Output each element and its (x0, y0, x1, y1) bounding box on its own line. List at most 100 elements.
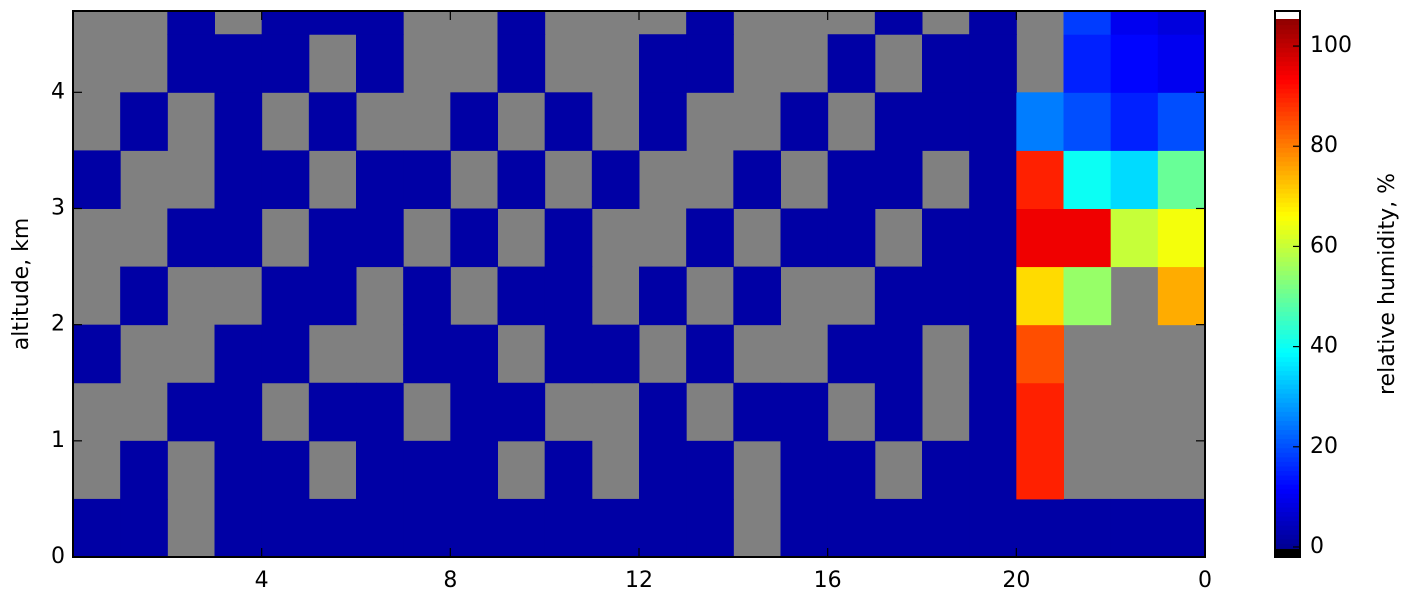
heat-cell (733, 150, 781, 209)
heat-cell (1157, 34, 1206, 93)
colorbar-step (1275, 452, 1300, 458)
heat-cell (827, 498, 876, 558)
heat-cell (686, 11, 734, 35)
heat-cell (1110, 34, 1159, 93)
heat-cell (1063, 34, 1112, 93)
colorbar-step (1275, 352, 1300, 358)
colorbar-tick-label: 100 (1310, 33, 1352, 58)
heat-cell (969, 208, 1017, 268)
colorbar-step (1275, 42, 1300, 48)
colorbar-step (1275, 488, 1300, 494)
colorbar-step (1275, 365, 1300, 371)
heat-cell (874, 324, 923, 384)
x-tick-label: 4 (255, 568, 269, 593)
colorbar-step (1275, 161, 1300, 167)
colorbar-label: relative humidity, % (1375, 173, 1400, 395)
heat-cell (308, 11, 357, 35)
colorbar-step (1275, 420, 1300, 426)
heat-cell (544, 208, 593, 268)
heat-cell (1157, 150, 1206, 209)
heat-cell (733, 382, 781, 442)
colorbar-step (1275, 411, 1300, 417)
heat-cell (827, 150, 876, 209)
heat-cell (874, 382, 923, 442)
heat-cell (1063, 208, 1112, 268)
colorbar-step (1275, 415, 1300, 421)
heat-cell (922, 208, 970, 268)
heat-cell (639, 34, 687, 93)
y-tick-label: 3 (51, 195, 65, 220)
heat-cell (120, 498, 168, 558)
colorbar-step (1275, 534, 1300, 540)
colorbar-step (1275, 279, 1300, 285)
colorbar-step (1275, 211, 1300, 217)
heat-cell (1110, 150, 1159, 209)
colorbar-step (1275, 97, 1300, 103)
colorbar-step (1275, 370, 1300, 376)
colorbar-step (1275, 347, 1300, 353)
colorbar-step (1275, 83, 1300, 89)
colorbar-over (1275, 11, 1300, 19)
heat-cell (780, 498, 829, 558)
x-tick-label: 16 (814, 568, 842, 593)
colorbar-step (1275, 38, 1300, 44)
colorbar-step (1275, 538, 1300, 544)
colorbar-step (1275, 379, 1300, 385)
heat-cell (544, 266, 593, 326)
heat-cell (544, 498, 593, 558)
colorbar-step (1275, 174, 1300, 180)
heat-cell (1016, 382, 1064, 442)
heat-cell (73, 150, 121, 209)
heat-cell (780, 440, 829, 500)
heat-cell (1110, 11, 1159, 35)
colorbar-step (1275, 506, 1300, 512)
colorbar-step (1275, 224, 1300, 230)
colorbar-step (1275, 393, 1300, 399)
heat-cell (1110, 208, 1159, 268)
colorbar-step (1275, 133, 1300, 139)
colorbar-step (1275, 484, 1300, 490)
colorbar-step (1275, 361, 1300, 367)
heat-cell (1016, 324, 1064, 384)
colorbar-step (1275, 334, 1300, 340)
colorbar-step (1275, 256, 1300, 262)
colorbar-step (1275, 525, 1300, 531)
heat-cell (214, 382, 263, 442)
heat-cell (874, 498, 923, 558)
colorbar-step (1275, 102, 1300, 108)
colorbar-step (1275, 233, 1300, 239)
colorbar-step (1275, 493, 1300, 499)
heat-cell (497, 34, 546, 93)
heat-cell (214, 498, 263, 558)
heat-cell (308, 208, 357, 268)
heat-cell (1016, 440, 1064, 500)
colorbar-step (1275, 147, 1300, 153)
x-tick-label: 20 (1002, 568, 1030, 593)
colorbar-step (1275, 297, 1300, 303)
colorbar-step (1275, 443, 1300, 449)
colorbar-step (1275, 425, 1300, 431)
colorbar-step (1275, 302, 1300, 308)
colorbar-step (1275, 466, 1300, 472)
colorbar-step (1275, 47, 1300, 53)
colorbar-step (1275, 402, 1300, 408)
y-tick-label: 2 (51, 312, 65, 337)
colorbar-step (1275, 92, 1300, 98)
heat-cell (780, 382, 829, 442)
heat-cell (591, 324, 640, 384)
y-tick-label: 1 (51, 428, 65, 453)
heat-cell (261, 498, 310, 558)
heat-cell (497, 150, 546, 209)
colorbar-step (1275, 384, 1300, 390)
heat-cell (214, 34, 263, 93)
colorbar-step (1275, 293, 1300, 299)
colorbar-step (1275, 74, 1300, 80)
heat-cell (261, 440, 310, 500)
colorbar-step (1275, 29, 1300, 35)
heat-cell (874, 92, 923, 151)
colorbar-tick-label: 40 (1310, 334, 1338, 359)
heat-cell (1157, 266, 1206, 326)
heat-cell (1110, 498, 1159, 558)
colorbar-step (1275, 215, 1300, 221)
heat-cell (497, 498, 546, 558)
